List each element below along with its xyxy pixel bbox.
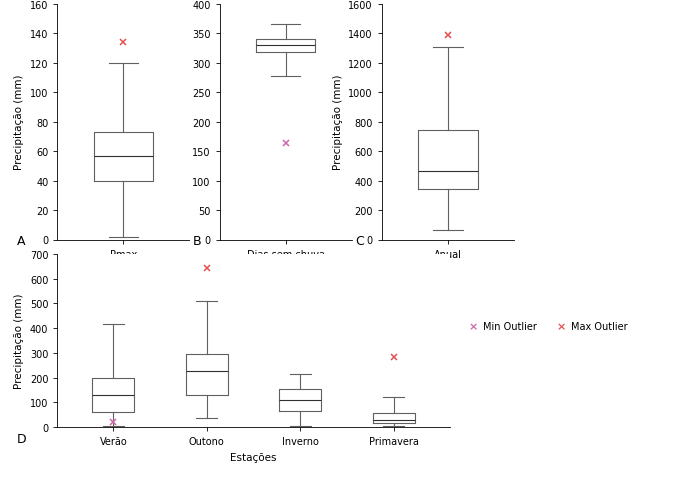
Text: ×: × (556, 322, 566, 331)
Text: Min Outlier: Min Outlier (483, 322, 537, 331)
Text: B: B (193, 235, 201, 248)
X-axis label: Estações: Estações (231, 452, 276, 462)
Y-axis label: Precipitação (mm): Precipitação (mm) (333, 75, 343, 170)
Y-axis label: Precipitação (mm): Precipitação (mm) (14, 75, 24, 170)
Text: Max Outlier: Max Outlier (571, 322, 628, 331)
Text: D: D (17, 432, 26, 444)
Text: ×: × (468, 322, 478, 331)
Text: A: A (17, 235, 26, 248)
Text: C: C (355, 235, 364, 248)
Y-axis label: Precipitação (mm): Precipitação (mm) (14, 293, 24, 388)
